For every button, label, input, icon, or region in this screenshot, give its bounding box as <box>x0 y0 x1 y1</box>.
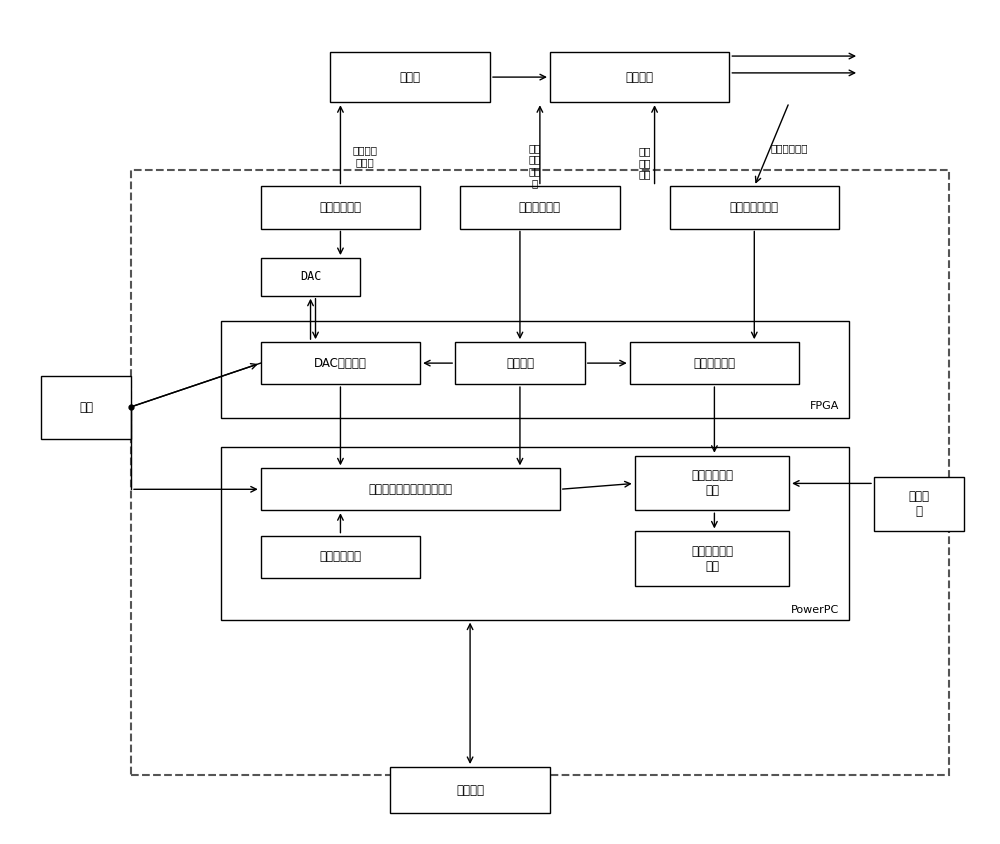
FancyBboxPatch shape <box>261 468 560 511</box>
Text: 光纤以太网模块: 光纤以太网模块 <box>730 201 779 214</box>
Bar <box>221 321 849 418</box>
FancyBboxPatch shape <box>261 187 420 229</box>
Bar <box>131 170 949 776</box>
Text: 模拟信号
标准源: 模拟信号 标准源 <box>353 145 378 167</box>
Text: 罗氏线圈数字仿真模型模块: 罗氏线圈数字仿真模型模块 <box>368 483 452 495</box>
Text: 试验数据处理
模块: 试验数据处理 模块 <box>691 469 733 497</box>
Text: 采集器: 采集器 <box>400 71 421 84</box>
Text: 数据接收模块: 数据接收模块 <box>693 357 735 370</box>
FancyBboxPatch shape <box>455 342 585 384</box>
Text: PowerPC: PowerPC <box>791 604 839 614</box>
Text: 晶振: 晶振 <box>79 401 93 414</box>
Text: 数字
信号
标准
源: 数字 信号 标准 源 <box>529 143 541 188</box>
FancyBboxPatch shape <box>874 477 964 532</box>
Text: 同步模块: 同步模块 <box>506 357 534 370</box>
FancyBboxPatch shape <box>635 532 789 586</box>
Bar <box>221 447 849 619</box>
Text: 暂态特性分析
模块: 暂态特性分析 模块 <box>691 544 733 573</box>
Text: 合并单元: 合并单元 <box>626 71 654 84</box>
Text: 人机界面: 人机界面 <box>456 783 484 797</box>
Text: DAC控制模块: DAC控制模块 <box>314 357 367 370</box>
Text: 合并单元输入: 合并单元输入 <box>770 143 808 153</box>
FancyBboxPatch shape <box>261 342 420 384</box>
FancyBboxPatch shape <box>670 187 839 229</box>
FancyBboxPatch shape <box>630 342 799 384</box>
Text: DAC: DAC <box>300 270 321 284</box>
FancyBboxPatch shape <box>41 376 131 439</box>
Text: 参数配置模块: 参数配置模块 <box>319 550 361 563</box>
Text: 存储模
块: 存储模 块 <box>908 490 929 518</box>
FancyBboxPatch shape <box>550 51 729 102</box>
FancyBboxPatch shape <box>635 456 789 511</box>
Text: FPGA: FPGA <box>810 401 839 411</box>
Text: 同步
信号
输出: 同步 信号 输出 <box>638 146 651 180</box>
FancyBboxPatch shape <box>390 767 550 813</box>
FancyBboxPatch shape <box>261 258 360 295</box>
Text: 光纤发送模块: 光纤发送模块 <box>519 201 561 214</box>
Text: 信号调理模块: 信号调理模块 <box>319 201 361 214</box>
FancyBboxPatch shape <box>460 187 620 229</box>
FancyBboxPatch shape <box>261 536 420 577</box>
FancyBboxPatch shape <box>330 51 490 102</box>
